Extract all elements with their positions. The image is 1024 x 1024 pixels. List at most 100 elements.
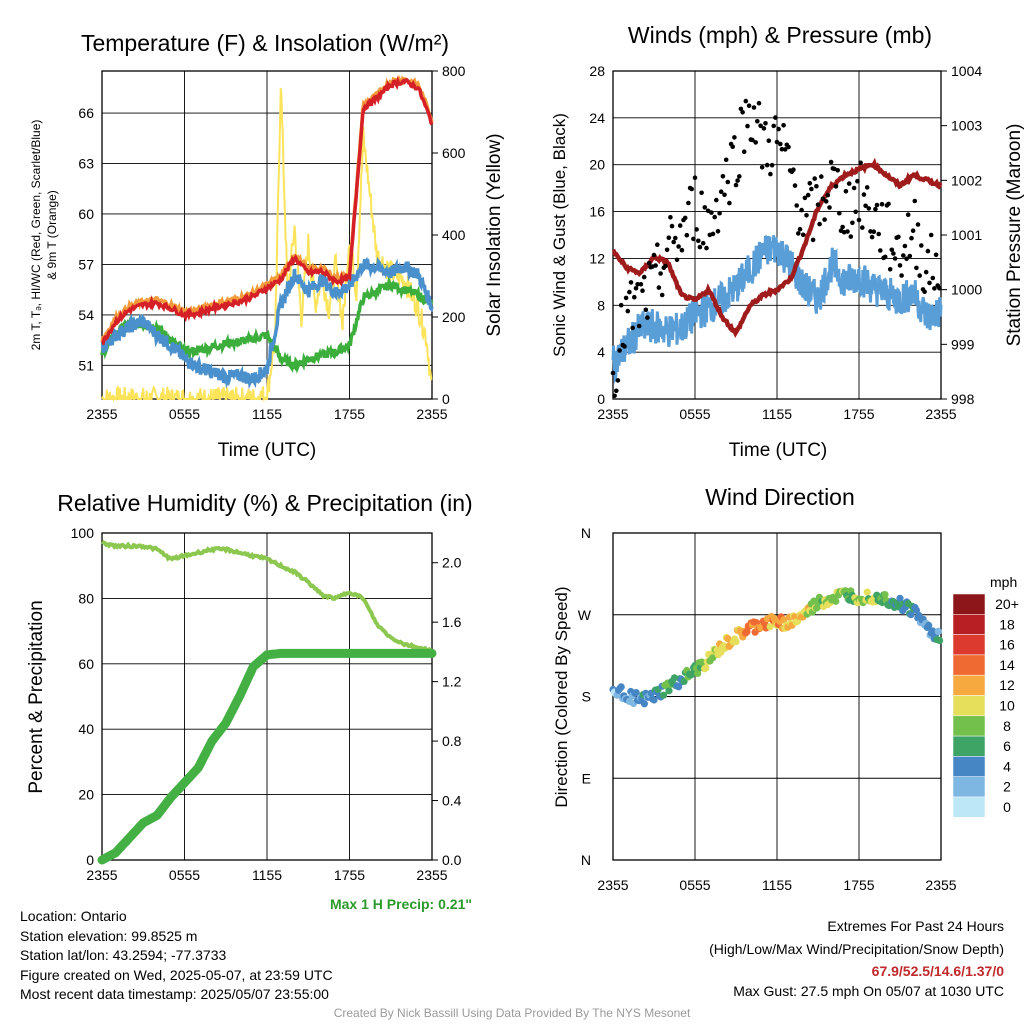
gust-point xyxy=(627,289,632,295)
gust-point xyxy=(753,140,758,145)
y-tick-label: 0 xyxy=(597,391,605,407)
series-dewpoint xyxy=(100,275,434,374)
gust-point xyxy=(718,189,724,194)
temp-title: Temperature (F) & Insolation (W/m²) xyxy=(80,30,450,56)
gust-point xyxy=(636,323,642,329)
y2-tick-label: 2.0 xyxy=(442,555,462,571)
direction-point xyxy=(881,591,889,599)
y-tick-label: 40 xyxy=(78,721,94,737)
x-tick-label: 2355 xyxy=(925,877,956,893)
y-tick-label: 80 xyxy=(78,590,94,606)
gust-point xyxy=(840,224,845,230)
gust-point xyxy=(858,160,863,166)
gust-point xyxy=(810,237,816,243)
gust-point xyxy=(915,222,921,227)
direction-point xyxy=(675,683,683,691)
gust-point xyxy=(917,273,922,278)
direction-point xyxy=(665,687,673,695)
x-tick-label: 1155 xyxy=(252,406,282,422)
gust-point xyxy=(764,162,770,168)
y-tick-label: 16 xyxy=(589,204,605,220)
gust-point xyxy=(720,174,726,179)
gust-point xyxy=(615,378,621,383)
x-tick-label: 2355 xyxy=(86,406,117,422)
gust-point xyxy=(625,308,631,314)
gust-point xyxy=(677,223,683,228)
y-tick-label: 60 xyxy=(78,206,94,222)
extremes-subheading: (High/Low/Max Wind/Precipitation/Snow De… xyxy=(709,940,1004,957)
gust-point xyxy=(671,239,676,245)
colorbar-label: 14 xyxy=(999,657,1015,673)
station-location: Location: Ontario xyxy=(20,908,127,924)
gust-point xyxy=(769,162,775,168)
gust-point xyxy=(794,203,799,208)
gust-point xyxy=(689,186,694,192)
gust-point xyxy=(927,280,932,286)
gust-point xyxy=(848,234,854,239)
gust-point xyxy=(699,190,704,196)
gust-point xyxy=(878,248,883,253)
plot-frame xyxy=(612,70,942,400)
y-tick-label: 20 xyxy=(78,787,94,803)
colorbar-label: 2 xyxy=(1003,779,1011,795)
gust-point xyxy=(614,388,619,394)
gust-point xyxy=(899,273,904,278)
direction-point xyxy=(732,638,740,646)
gust-point xyxy=(922,289,927,295)
gust-point xyxy=(871,229,877,234)
gust-point xyxy=(623,295,629,301)
gust-point xyxy=(755,119,760,124)
gust-point xyxy=(853,209,858,215)
plot-frame xyxy=(101,532,433,861)
gust-point xyxy=(909,235,914,241)
gust-point xyxy=(820,196,826,202)
gust-point xyxy=(912,198,918,204)
gust-point xyxy=(860,225,865,230)
x-tick-label: 1755 xyxy=(334,867,365,883)
y-tick-label: S xyxy=(582,689,591,705)
extremes-values: 67.9/52.5/14.6/1.37/0 xyxy=(871,963,1004,979)
series-rh xyxy=(101,539,433,653)
gust-point xyxy=(873,206,878,212)
gust-point xyxy=(812,176,817,181)
gust-point xyxy=(902,243,908,249)
gust-point xyxy=(932,286,937,291)
y-tick-label: 8 xyxy=(597,297,605,313)
gust-point xyxy=(891,251,896,256)
gust-point xyxy=(664,247,670,253)
gust-point xyxy=(756,100,762,106)
dir-ylabel-left: Direction (Colored By Speed) xyxy=(552,586,571,807)
y-tick-label: 0 xyxy=(86,852,94,868)
gust-point xyxy=(889,247,895,253)
gust-point xyxy=(930,275,936,281)
gust-point xyxy=(797,226,803,232)
x-tick-label: 0555 xyxy=(169,867,200,883)
y2-tick-label: 0.0 xyxy=(442,852,462,868)
gust-point xyxy=(791,167,796,172)
direction-point xyxy=(617,683,625,691)
gust-point xyxy=(746,103,752,108)
colorbar-label: 10 xyxy=(999,698,1015,714)
y-tick-label: W xyxy=(578,607,592,623)
y-tick-label: 51 xyxy=(78,357,94,373)
gust-point xyxy=(673,235,678,241)
x-tick-label: 2355 xyxy=(416,867,447,883)
gust-point xyxy=(919,243,924,248)
y2-tick-label: 0.4 xyxy=(442,793,462,809)
y2-tick-label: 400 xyxy=(442,227,466,243)
gust-point xyxy=(896,234,901,240)
wind-title: Winds (mph) & Pressure (mb) xyxy=(627,22,933,48)
gust-point xyxy=(632,294,637,300)
gust-point xyxy=(725,179,731,185)
gust-point xyxy=(868,229,873,234)
y-tick-label: 20 xyxy=(589,157,605,173)
gust-point xyxy=(722,192,727,198)
gust-point xyxy=(850,220,855,226)
gust-point xyxy=(682,215,688,221)
gust-point xyxy=(745,123,750,129)
y2-tick-label: 1.2 xyxy=(442,674,462,690)
gust-point xyxy=(778,141,783,147)
y2-tick-label: 1.6 xyxy=(442,614,462,630)
y-tick-label: 66 xyxy=(78,105,94,121)
